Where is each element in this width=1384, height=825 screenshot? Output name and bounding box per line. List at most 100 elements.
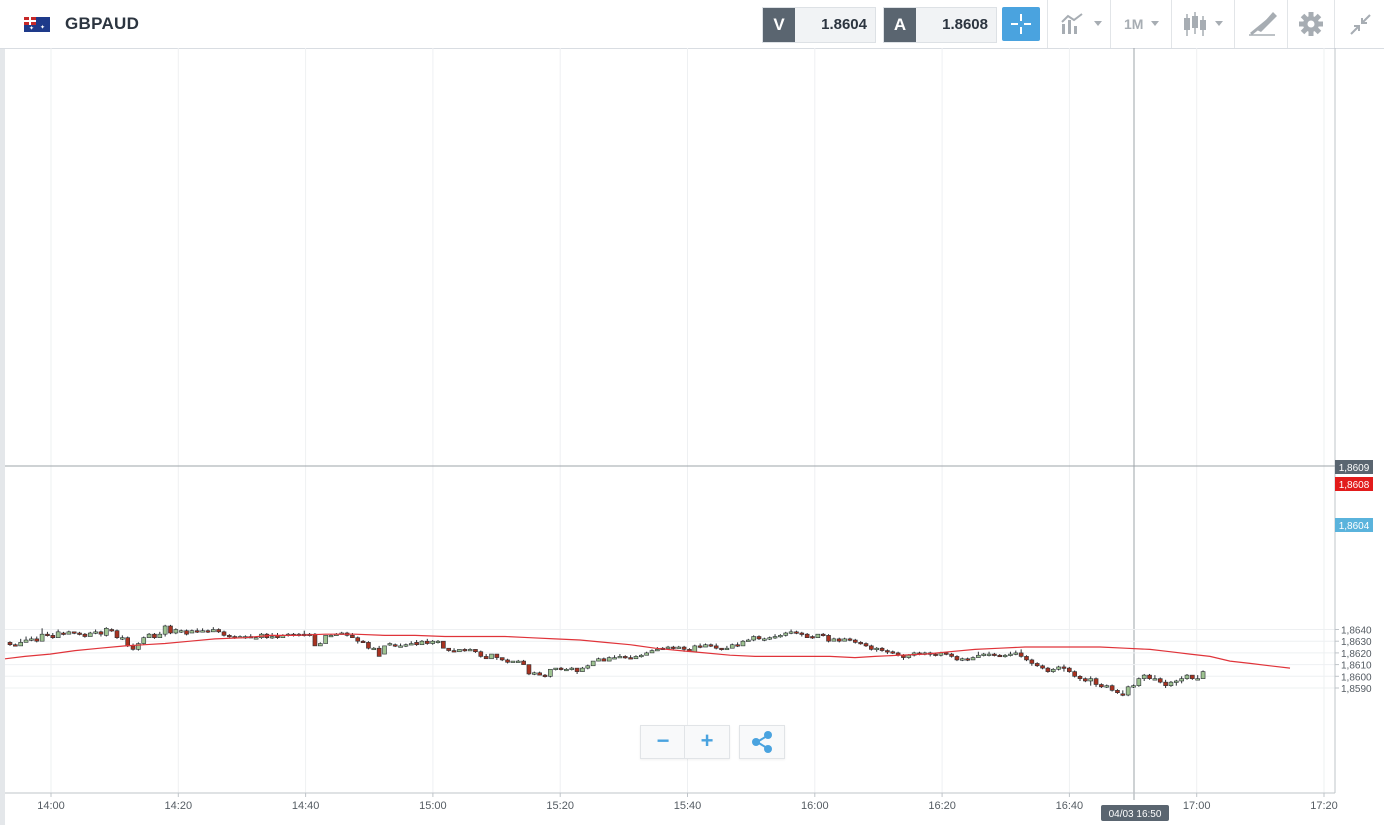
- last-price-label: 1,8609: [1335, 460, 1373, 474]
- candle-body: [580, 667, 585, 672]
- candle-body: [1168, 681, 1174, 686]
- timeframe-button[interactable]: 1M: [1110, 0, 1171, 48]
- share-button[interactable]: [739, 725, 785, 759]
- candle: [184, 629, 189, 636]
- candle-body: [205, 630, 211, 633]
- candle: [93, 629, 98, 635]
- candle-body: [745, 639, 751, 642]
- candle-body: [772, 636, 778, 639]
- candle-body: [1088, 678, 1093, 682]
- candle-body: [221, 631, 227, 636]
- candle-body: [211, 629, 216, 633]
- collapse-button[interactable]: [1334, 0, 1384, 48]
- sell-price-button[interactable]: V 1.8604: [762, 7, 876, 43]
- candle: [1002, 654, 1008, 658]
- candle-body: [120, 637, 125, 640]
- candle-body: [323, 635, 328, 644]
- candle-body: [836, 638, 842, 642]
- x-tick-label: 14:40: [292, 800, 320, 812]
- candle: [505, 658, 510, 664]
- candle-body: [1008, 653, 1013, 656]
- candle: [317, 642, 323, 647]
- candle: [451, 648, 457, 653]
- candle: [23, 636, 29, 643]
- crosshair-button[interactable]: [1002, 7, 1040, 41]
- candle-body: [1040, 665, 1045, 669]
- candle-body: [510, 660, 516, 663]
- candle: [1147, 673, 1152, 680]
- x-tick-label: 17:20: [1310, 800, 1338, 812]
- candle: [55, 629, 61, 638]
- candle-body: [1013, 652, 1019, 655]
- candle-body: [515, 660, 521, 663]
- candle-body: [906, 654, 912, 658]
- candle: [489, 653, 494, 660]
- candle: [1195, 675, 1200, 681]
- zoom-in-button[interactable]: +: [700, 728, 714, 753]
- y-tick-label: 1,8620: [1341, 649, 1372, 660]
- candle: [430, 640, 435, 645]
- candle: [18, 638, 24, 647]
- candle-body: [39, 633, 45, 642]
- candle-body: [478, 651, 484, 657]
- candle-body: [671, 646, 676, 649]
- candle-body: [986, 653, 992, 656]
- candle-body: [392, 644, 398, 647]
- candle: [772, 634, 778, 639]
- candle-body: [553, 667, 559, 670]
- candle-body: [997, 654, 1003, 658]
- candle: [1184, 673, 1190, 680]
- candle-body: [376, 647, 382, 657]
- candle: [424, 638, 430, 645]
- candle-body: [1099, 684, 1104, 688]
- candle-body: [531, 672, 537, 675]
- candle: [767, 636, 773, 641]
- candle: [120, 635, 125, 641]
- candle-body: [451, 650, 457, 653]
- candle-body: [1200, 671, 1206, 679]
- candle: [1067, 666, 1072, 673]
- candle: [157, 631, 163, 638]
- candle-body: [366, 642, 371, 649]
- indicators-button[interactable]: [1047, 0, 1110, 48]
- candle: [1136, 677, 1142, 687]
- candle: [553, 667, 559, 671]
- crosshair-icon: [1011, 14, 1031, 34]
- candle: [628, 655, 633, 660]
- candle-body: [23, 639, 29, 643]
- candle-body: [312, 633, 318, 647]
- candle: [499, 657, 505, 662]
- candle-body: [548, 668, 553, 677]
- candle-body: [1152, 678, 1158, 681]
- candle-body: [1034, 663, 1040, 667]
- candle: [146, 633, 152, 638]
- candle: [227, 634, 232, 638]
- candle-body: [489, 653, 494, 660]
- candle-body: [50, 635, 56, 638]
- zoom-out-button[interactable]: −: [656, 728, 670, 753]
- drawing-tools-button[interactable]: [1234, 0, 1287, 48]
- candle: [141, 636, 147, 645]
- candle: [847, 637, 853, 642]
- candle: [355, 636, 361, 644]
- candle: [778, 634, 783, 638]
- candle-body: [1045, 667, 1051, 672]
- candle-body: [253, 637, 259, 640]
- candle-body: [355, 637, 361, 642]
- candle-body: [590, 660, 596, 667]
- candle: [863, 642, 869, 648]
- candle: [644, 651, 649, 656]
- candle-body: [1147, 674, 1152, 679]
- buy-price-button[interactable]: A 1.8608: [883, 7, 997, 43]
- candle-body: [638, 654, 644, 658]
- candle-body: [612, 657, 617, 660]
- candle-body: [146, 633, 152, 638]
- candle-body: [847, 638, 853, 641]
- candle: [612, 655, 617, 660]
- candle: [29, 636, 34, 642]
- flag-gb-au-icon: ✦ ✦: [24, 17, 50, 32]
- chart-type-button[interactable]: [1171, 0, 1234, 48]
- candle-body: [184, 630, 189, 635]
- settings-button[interactable]: [1287, 0, 1334, 48]
